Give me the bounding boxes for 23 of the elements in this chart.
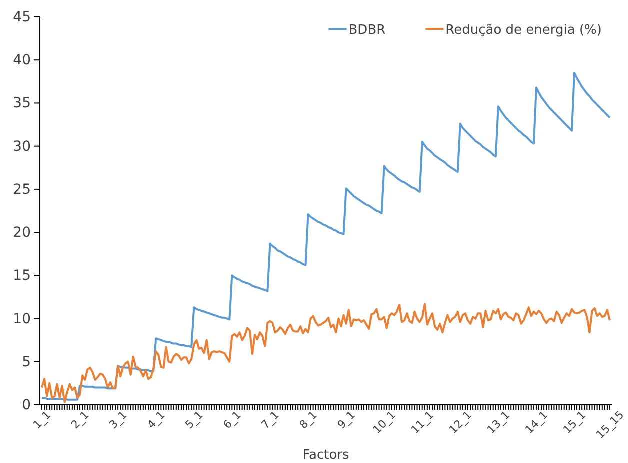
y-tick-label: 0 xyxy=(22,397,31,414)
legend-label: Redução de energia (%) xyxy=(446,23,602,38)
y-tick-label: 15 xyxy=(13,268,31,284)
x-tick-label: 3_1 xyxy=(106,408,130,432)
x-tick-label: 1_1 xyxy=(30,408,54,432)
y-tick-label: 35 xyxy=(13,96,31,112)
x-tick-label: 9_1 xyxy=(335,408,358,432)
x-tick-label: 5_1 xyxy=(182,408,206,432)
y-tick-label: 10 xyxy=(13,311,31,328)
x-tick-label: 4_1 xyxy=(144,408,168,432)
x-axis-title: Factors xyxy=(302,448,350,463)
x-tick-label: 6_1 xyxy=(220,408,244,432)
y-tick-label: 40 xyxy=(13,52,31,69)
y-tick-label: 5 xyxy=(22,354,31,370)
y-tick-label: 20 xyxy=(13,225,31,242)
x-tick-label: 7_1 xyxy=(258,408,282,432)
y-tick-label: 30 xyxy=(13,138,31,155)
x-tick-label: 2_1 xyxy=(68,408,92,432)
x-tick-label: 8_1 xyxy=(297,408,320,432)
y-tick-label: 45 xyxy=(13,9,31,26)
line-series xyxy=(41,72,611,401)
y-tick-label: 25 xyxy=(13,182,31,198)
legend-label: BDBR xyxy=(348,23,386,38)
